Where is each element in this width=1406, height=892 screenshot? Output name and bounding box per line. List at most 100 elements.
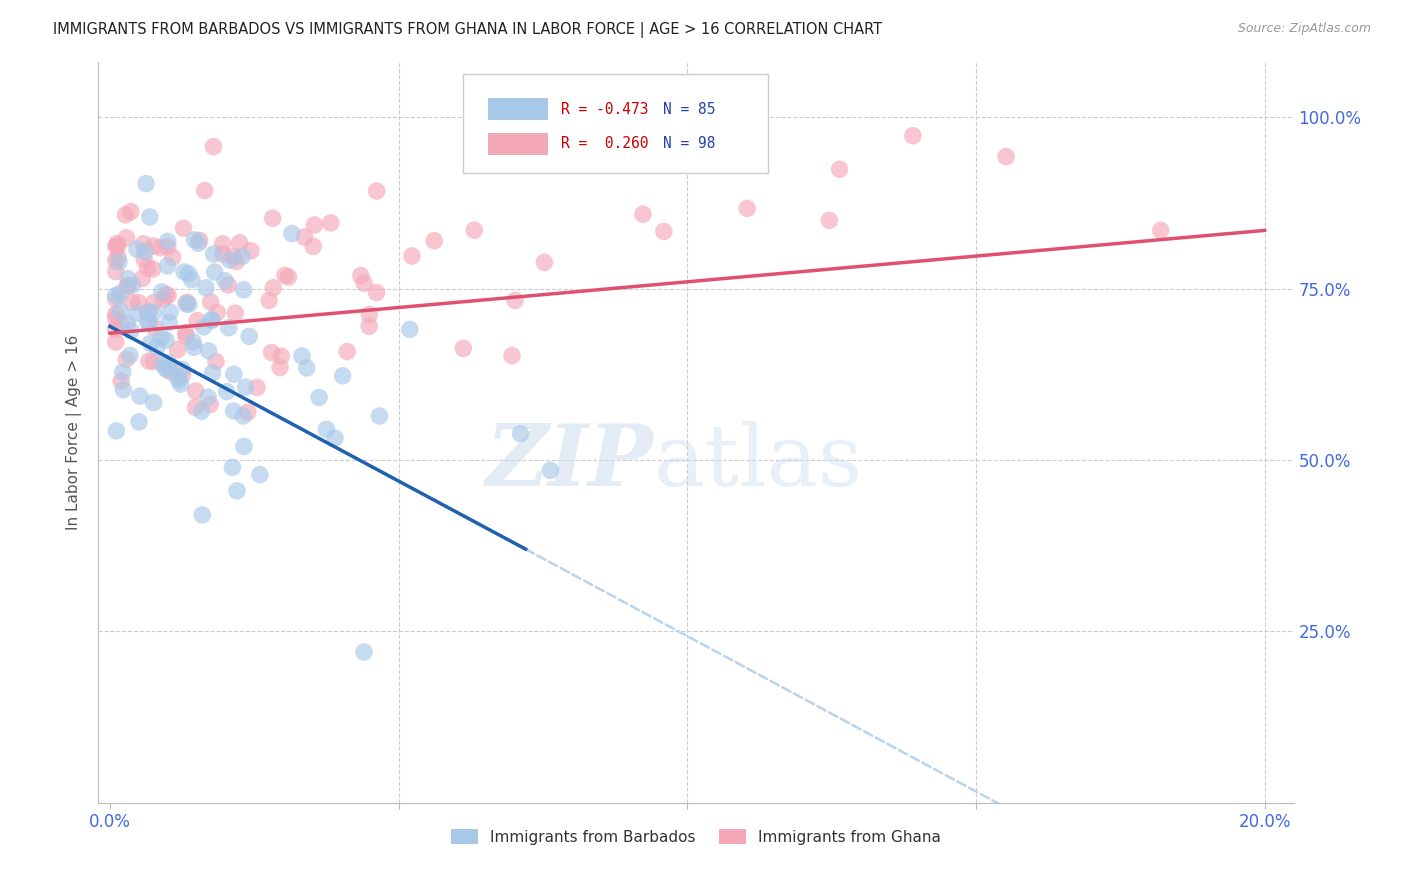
Point [197, 343, 219, 358]
Point [277, 270, 299, 285]
Point [901, 128, 924, 143]
Point [257, 293, 280, 308]
Point [224, 306, 246, 320]
Point [281, 227, 304, 241]
Point [136, 315, 159, 329]
Text: atlas: atlas [654, 421, 863, 504]
Point [366, 184, 388, 198]
Point [221, 460, 243, 475]
Point [111, 365, 134, 379]
Point [104, 307, 127, 321]
Point [143, 321, 166, 335]
Point [104, 239, 127, 253]
Point [818, 213, 841, 227]
Point [110, 374, 132, 388]
Point [186, 313, 208, 327]
Point [117, 271, 139, 285]
Point [190, 404, 212, 418]
Point [193, 319, 215, 334]
Point [115, 352, 138, 367]
Point [453, 342, 475, 356]
Point [202, 247, 225, 261]
Point [323, 431, 346, 445]
Point [167, 369, 190, 384]
Point [150, 331, 173, 345]
Point [115, 316, 138, 330]
Point [423, 234, 446, 248]
Point [225, 254, 247, 268]
Point [228, 235, 250, 250]
Point [104, 293, 127, 307]
Point [108, 255, 131, 269]
Point [174, 330, 197, 344]
Point [115, 231, 138, 245]
Point [188, 234, 211, 248]
Point [152, 292, 174, 306]
Point [226, 483, 249, 498]
Point [118, 348, 141, 362]
Point [195, 281, 218, 295]
Point [173, 265, 195, 279]
Point [117, 279, 139, 293]
Point [201, 312, 224, 326]
Point [156, 235, 179, 249]
Point [200, 295, 222, 310]
Point [359, 319, 381, 334]
Point [107, 239, 129, 253]
Point [187, 236, 209, 251]
Point [149, 241, 172, 255]
Point [302, 239, 325, 253]
Point [240, 244, 263, 258]
Point [353, 276, 375, 290]
Point [350, 268, 373, 283]
Point [114, 208, 136, 222]
Point [142, 354, 165, 368]
Point [117, 278, 139, 293]
Point [232, 409, 254, 423]
Point [217, 277, 239, 292]
Text: Source: ZipAtlas.com: Source: ZipAtlas.com [1237, 22, 1371, 36]
Point [134, 252, 156, 267]
Point [132, 236, 155, 251]
Point [150, 285, 173, 299]
Point [735, 202, 758, 216]
Point [194, 184, 217, 198]
Point [304, 218, 326, 232]
Point [503, 293, 526, 308]
Point [121, 278, 143, 293]
Point [236, 405, 259, 419]
Point [204, 265, 226, 279]
Point [110, 286, 132, 301]
Point [270, 349, 292, 363]
Point [176, 295, 198, 310]
Point [120, 324, 142, 338]
Point [198, 398, 221, 412]
Point [104, 334, 127, 349]
Point [138, 316, 160, 330]
Point [142, 262, 165, 277]
Point [107, 250, 129, 264]
Point [201, 366, 224, 380]
Point [191, 508, 214, 522]
Point [533, 255, 555, 269]
Point [631, 207, 654, 221]
FancyBboxPatch shape [488, 98, 548, 120]
Point [401, 249, 423, 263]
Point [174, 326, 197, 340]
Point [181, 334, 204, 349]
Point [142, 306, 165, 320]
Point [170, 377, 193, 392]
Point [332, 368, 354, 383]
Point [652, 224, 675, 238]
Point [121, 295, 143, 310]
Point [155, 361, 177, 376]
Point [131, 271, 153, 285]
Text: N = 98: N = 98 [662, 136, 716, 152]
Point [136, 305, 159, 319]
Point [177, 297, 200, 311]
Point [156, 259, 179, 273]
Point [128, 415, 150, 429]
Point [368, 409, 391, 423]
Text: N = 85: N = 85 [662, 102, 716, 117]
Point [398, 322, 420, 336]
